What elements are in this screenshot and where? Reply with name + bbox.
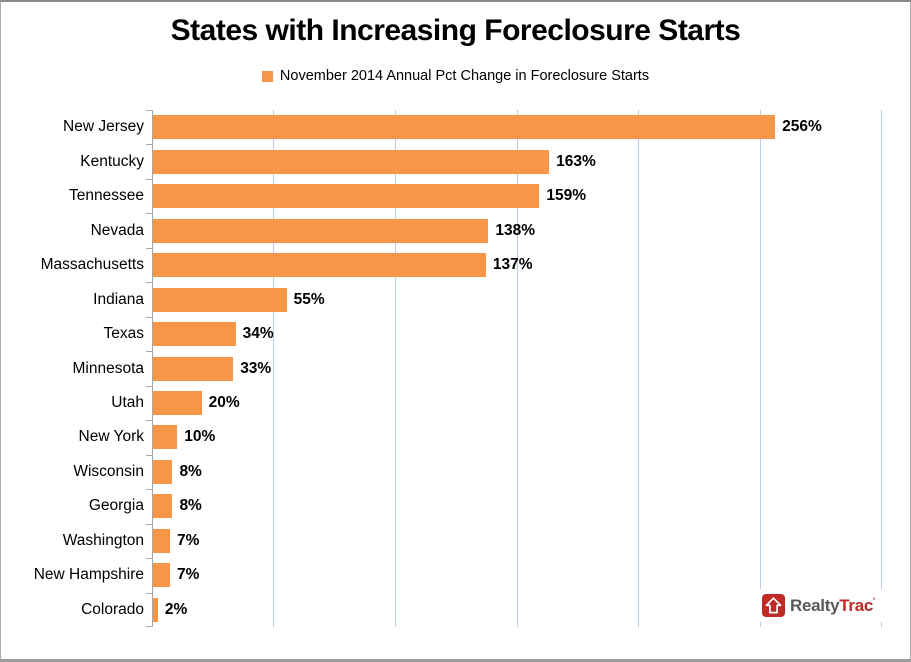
bar-colorado: [153, 597, 158, 622]
gridline: [516, 110, 518, 627]
bar-utah: [153, 390, 202, 415]
bar-new-hampshire: [153, 563, 170, 588]
axis-tick: [146, 316, 152, 318]
bar-tennessee: [153, 184, 540, 209]
category-label: Minnesota: [72, 359, 144, 377]
category-label: Colorado: [81, 600, 144, 618]
chart-row: 138%: [153, 213, 882, 247]
bar-kentucky: [153, 149, 550, 174]
value-label: 8%: [179, 462, 202, 480]
category-label: New Hampshire: [33, 566, 144, 584]
axis-ticks: [146, 110, 153, 627]
value-label: 33%: [240, 359, 272, 377]
axis-tick: [146, 523, 152, 525]
logo-trademark: ': [873, 595, 875, 606]
chart-row: 256%: [153, 110, 882, 144]
gridline: [273, 110, 275, 627]
chart-row: 10%: [153, 420, 882, 454]
value-label: 8%: [179, 497, 202, 515]
value-label: 10%: [184, 428, 216, 446]
house-up-arrow-icon: [762, 594, 785, 617]
value-label: 7%: [177, 566, 200, 584]
axis-tick: [146, 626, 152, 627]
axis-tick: [146, 420, 152, 422]
plot-area: 256% 163% 159% 138% 137% 55% 34% 33% 20% 10% 8% 8% 7…: [146, 110, 882, 627]
chart-title: States with Increasing Foreclosure Start…: [170, 14, 741, 47]
category-label: Georgia: [88, 497, 144, 515]
chart-row: 163%: [153, 144, 882, 178]
value-label: 138%: [495, 221, 535, 239]
bar-texas: [153, 322, 236, 347]
logo-text: RealtyTrac': [790, 596, 875, 616]
value-label: 2%: [164, 600, 188, 618]
bar-georgia: [153, 494, 173, 519]
axis-tick: [146, 110, 152, 111]
category-axis-line: [152, 110, 153, 627]
logo-realty-text: Realty: [790, 595, 840, 615]
axis-tick: [146, 558, 152, 560]
axis-tick: [146, 592, 152, 594]
category-label: Massachusetts: [40, 256, 144, 274]
gridline: [637, 110, 639, 627]
chart-row: 159%: [153, 179, 882, 213]
chart-row: 55%: [153, 282, 882, 316]
axis-tick: [146, 351, 152, 353]
chart-row: 20%: [153, 386, 882, 420]
axis-tick: [146, 489, 152, 491]
category-label: Texas: [103, 325, 145, 343]
bar-new-york: [153, 425, 178, 450]
axis-tick: [146, 247, 152, 249]
category-label: Indiana: [93, 290, 144, 308]
legend: November 2014 Annual Pct Change in Forec…: [1, 68, 910, 84]
axis-tick: [146, 144, 152, 146]
value-label: 20%: [208, 393, 240, 411]
value-label: 159%: [546, 187, 587, 205]
chart-row: 8%: [153, 455, 882, 489]
value-label: 7%: [177, 531, 200, 549]
category-axis-labels: New Jersey Kentucky Tennessee Nevada Massach…: [1, 110, 144, 627]
value-label: 34%: [242, 325, 274, 343]
bar-new-jersey: [153, 115, 776, 140]
legend-marker-icon: [261, 70, 273, 82]
chart-row: 34%: [153, 317, 882, 351]
value-label: 256%: [782, 118, 822, 136]
chart-row: 33%: [153, 351, 882, 385]
category-label: Tennessee: [69, 187, 144, 205]
value-label: 137%: [492, 256, 533, 274]
bar-wisconsin: [153, 459, 173, 484]
bar-nevada: [153, 218, 489, 243]
gridlines: [153, 110, 882, 627]
chart-row: 7%: [153, 558, 882, 592]
axis-tick: [146, 178, 152, 180]
axis-tick: [146, 282, 152, 284]
value-label: 163%: [556, 152, 596, 170]
gridline: [759, 110, 761, 627]
gridline: [881, 110, 882, 627]
axis-tick: [146, 213, 152, 215]
category-label: New York: [78, 428, 144, 446]
chart-row: 7%: [153, 524, 882, 558]
bar-indiana: [153, 287, 287, 312]
category-label: Wisconsin: [73, 462, 144, 480]
bar-minnesota: [153, 356, 234, 381]
category-label: Washington: [62, 531, 144, 549]
logo-trac-text: Trac: [839, 595, 874, 615]
chart-row: 8%: [153, 489, 882, 523]
bar-massachusetts: [153, 253, 486, 278]
gridline: [394, 110, 396, 627]
category-label: New Jersey: [63, 118, 144, 136]
plot-rows: 256% 163% 159% 138% 137% 55% 34% 33% 20% 10% 8% 8% 7…: [153, 110, 882, 627]
chart-row: 137%: [153, 248, 882, 282]
category-label: Nevada: [90, 221, 144, 239]
value-label: 55%: [293, 290, 325, 308]
category-label: Utah: [111, 393, 144, 411]
legend-label: November 2014 Annual Pct Change in Forec…: [279, 68, 650, 84]
axis-tick: [146, 385, 152, 387]
bar-washington: [153, 528, 170, 553]
category-label: Kentucky: [80, 152, 144, 170]
realtytrac-logo: RealtyTrac': [753, 589, 884, 622]
chart-row: 2%: [153, 593, 882, 627]
axis-tick: [146, 454, 152, 456]
